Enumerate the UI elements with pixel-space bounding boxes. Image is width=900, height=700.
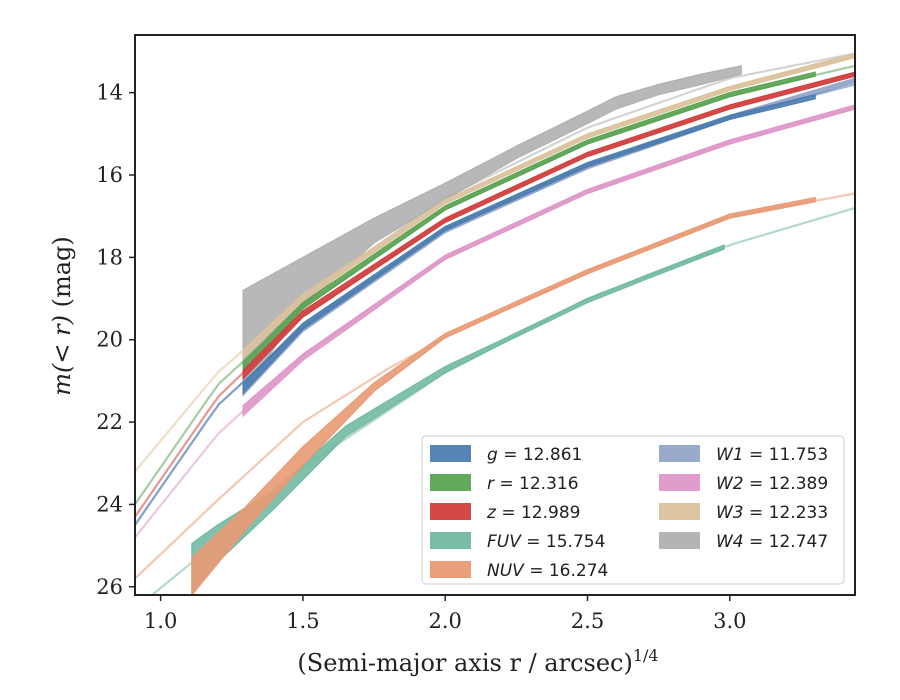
legend-swatch — [659, 532, 700, 549]
profile-band-w2 — [242, 104, 855, 418]
legend-swatch — [659, 503, 700, 520]
x-axis-label-exponent: 1/4 — [633, 646, 659, 665]
y-tick-label: 24 — [96, 492, 123, 516]
legend-swatch — [430, 503, 471, 520]
legend-swatch — [659, 445, 700, 462]
y-tick-label: 16 — [96, 163, 123, 187]
x-tick-label: 1.5 — [286, 609, 319, 633]
x-tick-label: 1.0 — [144, 609, 177, 633]
legend-swatch — [430, 445, 471, 462]
series-g — [135, 83, 855, 526]
legend-label: W3 = 12.233 — [716, 503, 828, 523]
y-tick-label: 26 — [96, 575, 123, 599]
legend-label: r = 12.316 — [487, 474, 579, 494]
profile-band-w4 — [242, 65, 742, 396]
x-axis-ticks: 1.0 1.5 2.0 2.5 3.0 — [144, 595, 746, 633]
legend-item-nuv: NUV = 16.274 — [430, 561, 608, 581]
series-z — [135, 71, 855, 518]
profile-band-w3 — [242, 52, 855, 360]
series-nuv — [135, 192, 855, 595]
legend-item-fuv: FUV = 15.754 — [430, 532, 605, 552]
series-w2 — [135, 104, 855, 539]
legend-box — [421, 435, 845, 585]
legend-item-w2: W2 = 12.389 — [659, 474, 828, 494]
x-tick-label: 2.5 — [571, 609, 604, 633]
plot-frame — [134, 34, 856, 596]
x-tick-label: 3.0 — [713, 609, 746, 633]
y-axis-ticks: 14 16 18 20 22 24 26 — [96, 81, 135, 599]
legend-label: g = 12.861 — [487, 445, 582, 465]
profile-band-nuv — [191, 196, 816, 595]
series-r — [135, 64, 855, 506]
legend-label: W1 = 11.753 — [716, 445, 828, 465]
legend-item-w3: W3 = 12.233 — [659, 503, 828, 523]
legend-swatch — [659, 474, 700, 491]
series-w3 — [135, 52, 855, 473]
y-axis-label-var: m(< r) — [48, 315, 76, 396]
legend-swatch — [430, 474, 471, 491]
x-tick-label: 2.0 — [428, 609, 461, 633]
y-axis-label-unit: (mag) — [48, 236, 76, 315]
y-tick-label: 20 — [96, 328, 123, 352]
x-axis-label: (Semi-major axis r / arcsec)1/4 — [297, 646, 658, 677]
legend-item-w1: W1 = 11.753 — [659, 445, 828, 465]
legend-label: NUV = 16.274 — [487, 561, 608, 581]
legend: g = 12.861 r = 12.316 z = 12.989 FUV = 15.7… — [421, 435, 845, 585]
legend-item-w4: W4 = 12.747 — [659, 532, 828, 552]
legend-item-r: r = 12.316 — [430, 474, 579, 494]
profile-band-r — [242, 71, 816, 373]
legend-label: W2 = 12.389 — [716, 474, 828, 494]
x-axis-label-text: (Semi-major axis r / arcsec) — [297, 649, 632, 677]
legend-item-z: z = 12.989 — [430, 503, 580, 523]
legend-swatch — [430, 532, 471, 549]
legend-swatch — [430, 561, 471, 578]
data-layer — [135, 52, 855, 595]
y-axis-label: m(< r) (mag) — [48, 236, 76, 396]
y-tick-label: 18 — [96, 245, 123, 269]
legend-item-g: g = 12.861 — [430, 445, 582, 465]
legend-label: FUV = 15.754 — [487, 532, 605, 552]
profile-band-z — [242, 71, 855, 381]
legend-label: z = 12.989 — [486, 503, 580, 523]
profile-band-g — [242, 93, 816, 395]
y-tick-label: 22 — [96, 410, 123, 434]
legend-label: W4 = 12.747 — [716, 532, 828, 552]
y-tick-label: 14 — [96, 81, 123, 105]
